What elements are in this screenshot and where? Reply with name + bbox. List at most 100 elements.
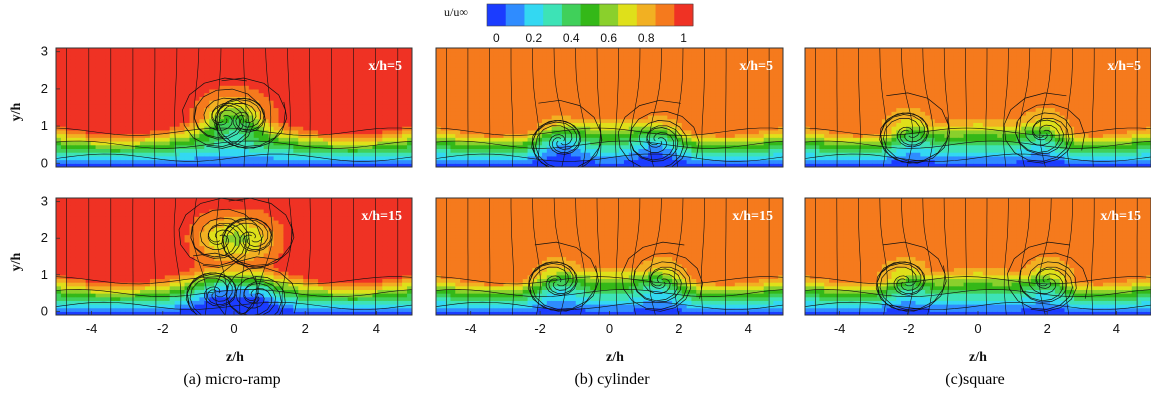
contour-cell <box>278 92 285 97</box>
contour-cell <box>347 62 354 68</box>
contour-cell <box>125 208 131 214</box>
contour-cell <box>392 249 398 254</box>
contour-cell <box>313 296 319 301</box>
contour-cell <box>402 118 408 123</box>
contour-cell <box>407 260 412 265</box>
contour-cell <box>149 155 156 161</box>
contour-cell <box>105 263 111 269</box>
contour-cell <box>407 212 412 217</box>
contour-cell <box>154 74 161 79</box>
contour-cell <box>392 293 398 298</box>
contour-cell <box>303 100 309 105</box>
contour-cell <box>174 304 181 309</box>
streamline <box>192 198 208 315</box>
contour-cell <box>327 148 334 153</box>
contour-cell <box>283 159 289 164</box>
contour-cell <box>169 126 176 131</box>
contour-cell <box>100 241 107 247</box>
contour-cell <box>327 118 334 123</box>
contour-cell <box>209 230 215 236</box>
contour-cell <box>189 129 196 135</box>
contour-cell <box>308 216 314 221</box>
contour-cell <box>60 285 67 291</box>
contour-cell <box>243 48 250 53</box>
contour-cell <box>337 296 344 301</box>
contour-cell <box>460 100 466 105</box>
contour-cell <box>199 300 205 305</box>
contour-cell <box>243 238 250 243</box>
contour-cell <box>214 92 220 97</box>
contour-cell <box>327 152 334 157</box>
contour-cell <box>362 111 369 116</box>
contour-cell <box>120 155 126 161</box>
contour-cell <box>145 223 151 228</box>
contour-cell <box>308 219 314 225</box>
contour-cell <box>145 70 151 75</box>
contour-cell <box>164 274 171 280</box>
contour-cell <box>125 216 131 221</box>
contour-cell <box>347 55 354 60</box>
contour-cell <box>169 140 176 146</box>
contour-cell <box>90 256 97 261</box>
contour-cell <box>352 216 359 221</box>
contour-cell <box>238 230 245 236</box>
contour-cell <box>337 252 344 258</box>
contour-cell <box>293 70 299 75</box>
contour-cell <box>332 249 339 254</box>
contour-cell <box>65 129 72 135</box>
contour-cell <box>268 252 275 258</box>
contour-cell <box>332 48 339 53</box>
contour-cell <box>308 304 314 309</box>
contour-cell <box>397 311 403 315</box>
contour-cell <box>125 51 131 57</box>
contour-cell <box>283 271 289 276</box>
contour-cell <box>303 70 309 75</box>
contour-cell <box>248 96 255 101</box>
contour-cell <box>224 219 230 225</box>
contour-cell <box>75 96 82 101</box>
contour-cell <box>224 263 230 269</box>
contour-cell <box>392 212 398 217</box>
contour-cell <box>273 59 280 64</box>
contour-cell <box>120 92 126 97</box>
contour-cell <box>204 122 210 127</box>
contour-cell <box>268 263 275 269</box>
contour-cell <box>263 100 270 105</box>
contour-cell <box>298 88 304 94</box>
contour-cell <box>352 307 359 312</box>
contour-cell <box>234 92 240 97</box>
contour-cell <box>273 62 280 68</box>
contour-cell <box>263 163 270 167</box>
contour-cell <box>303 219 309 225</box>
contour-cell <box>362 300 369 305</box>
contour-cell <box>372 48 378 53</box>
contour-cell <box>229 74 235 79</box>
contour-cell <box>436 118 442 123</box>
contour-cell <box>234 311 240 315</box>
contour-cell <box>105 241 111 247</box>
vortex-streamline <box>218 77 286 147</box>
contour-cell <box>70 282 77 287</box>
contour-cell <box>377 114 383 120</box>
contour-cell <box>273 92 280 97</box>
contour-cell <box>367 249 374 254</box>
contour-cell <box>194 304 200 309</box>
contour-cell <box>219 88 225 94</box>
contour-cell <box>149 230 156 236</box>
contour-cell <box>209 163 215 167</box>
contour-cell <box>110 133 116 138</box>
contour-cell <box>436 74 442 79</box>
contour-cell <box>105 271 111 276</box>
contour-cell <box>298 300 304 305</box>
contour-cell <box>199 70 205 75</box>
contour-cell <box>362 100 369 105</box>
contour-cell <box>402 201 408 206</box>
contour-cell <box>367 107 374 112</box>
contour-cell <box>397 88 403 94</box>
contour-cell <box>337 59 344 64</box>
contour-cell <box>125 55 131 60</box>
contour-cell <box>327 133 334 138</box>
contour-cell <box>214 241 220 247</box>
contour-cell <box>159 212 166 217</box>
contour-cell <box>80 263 87 269</box>
